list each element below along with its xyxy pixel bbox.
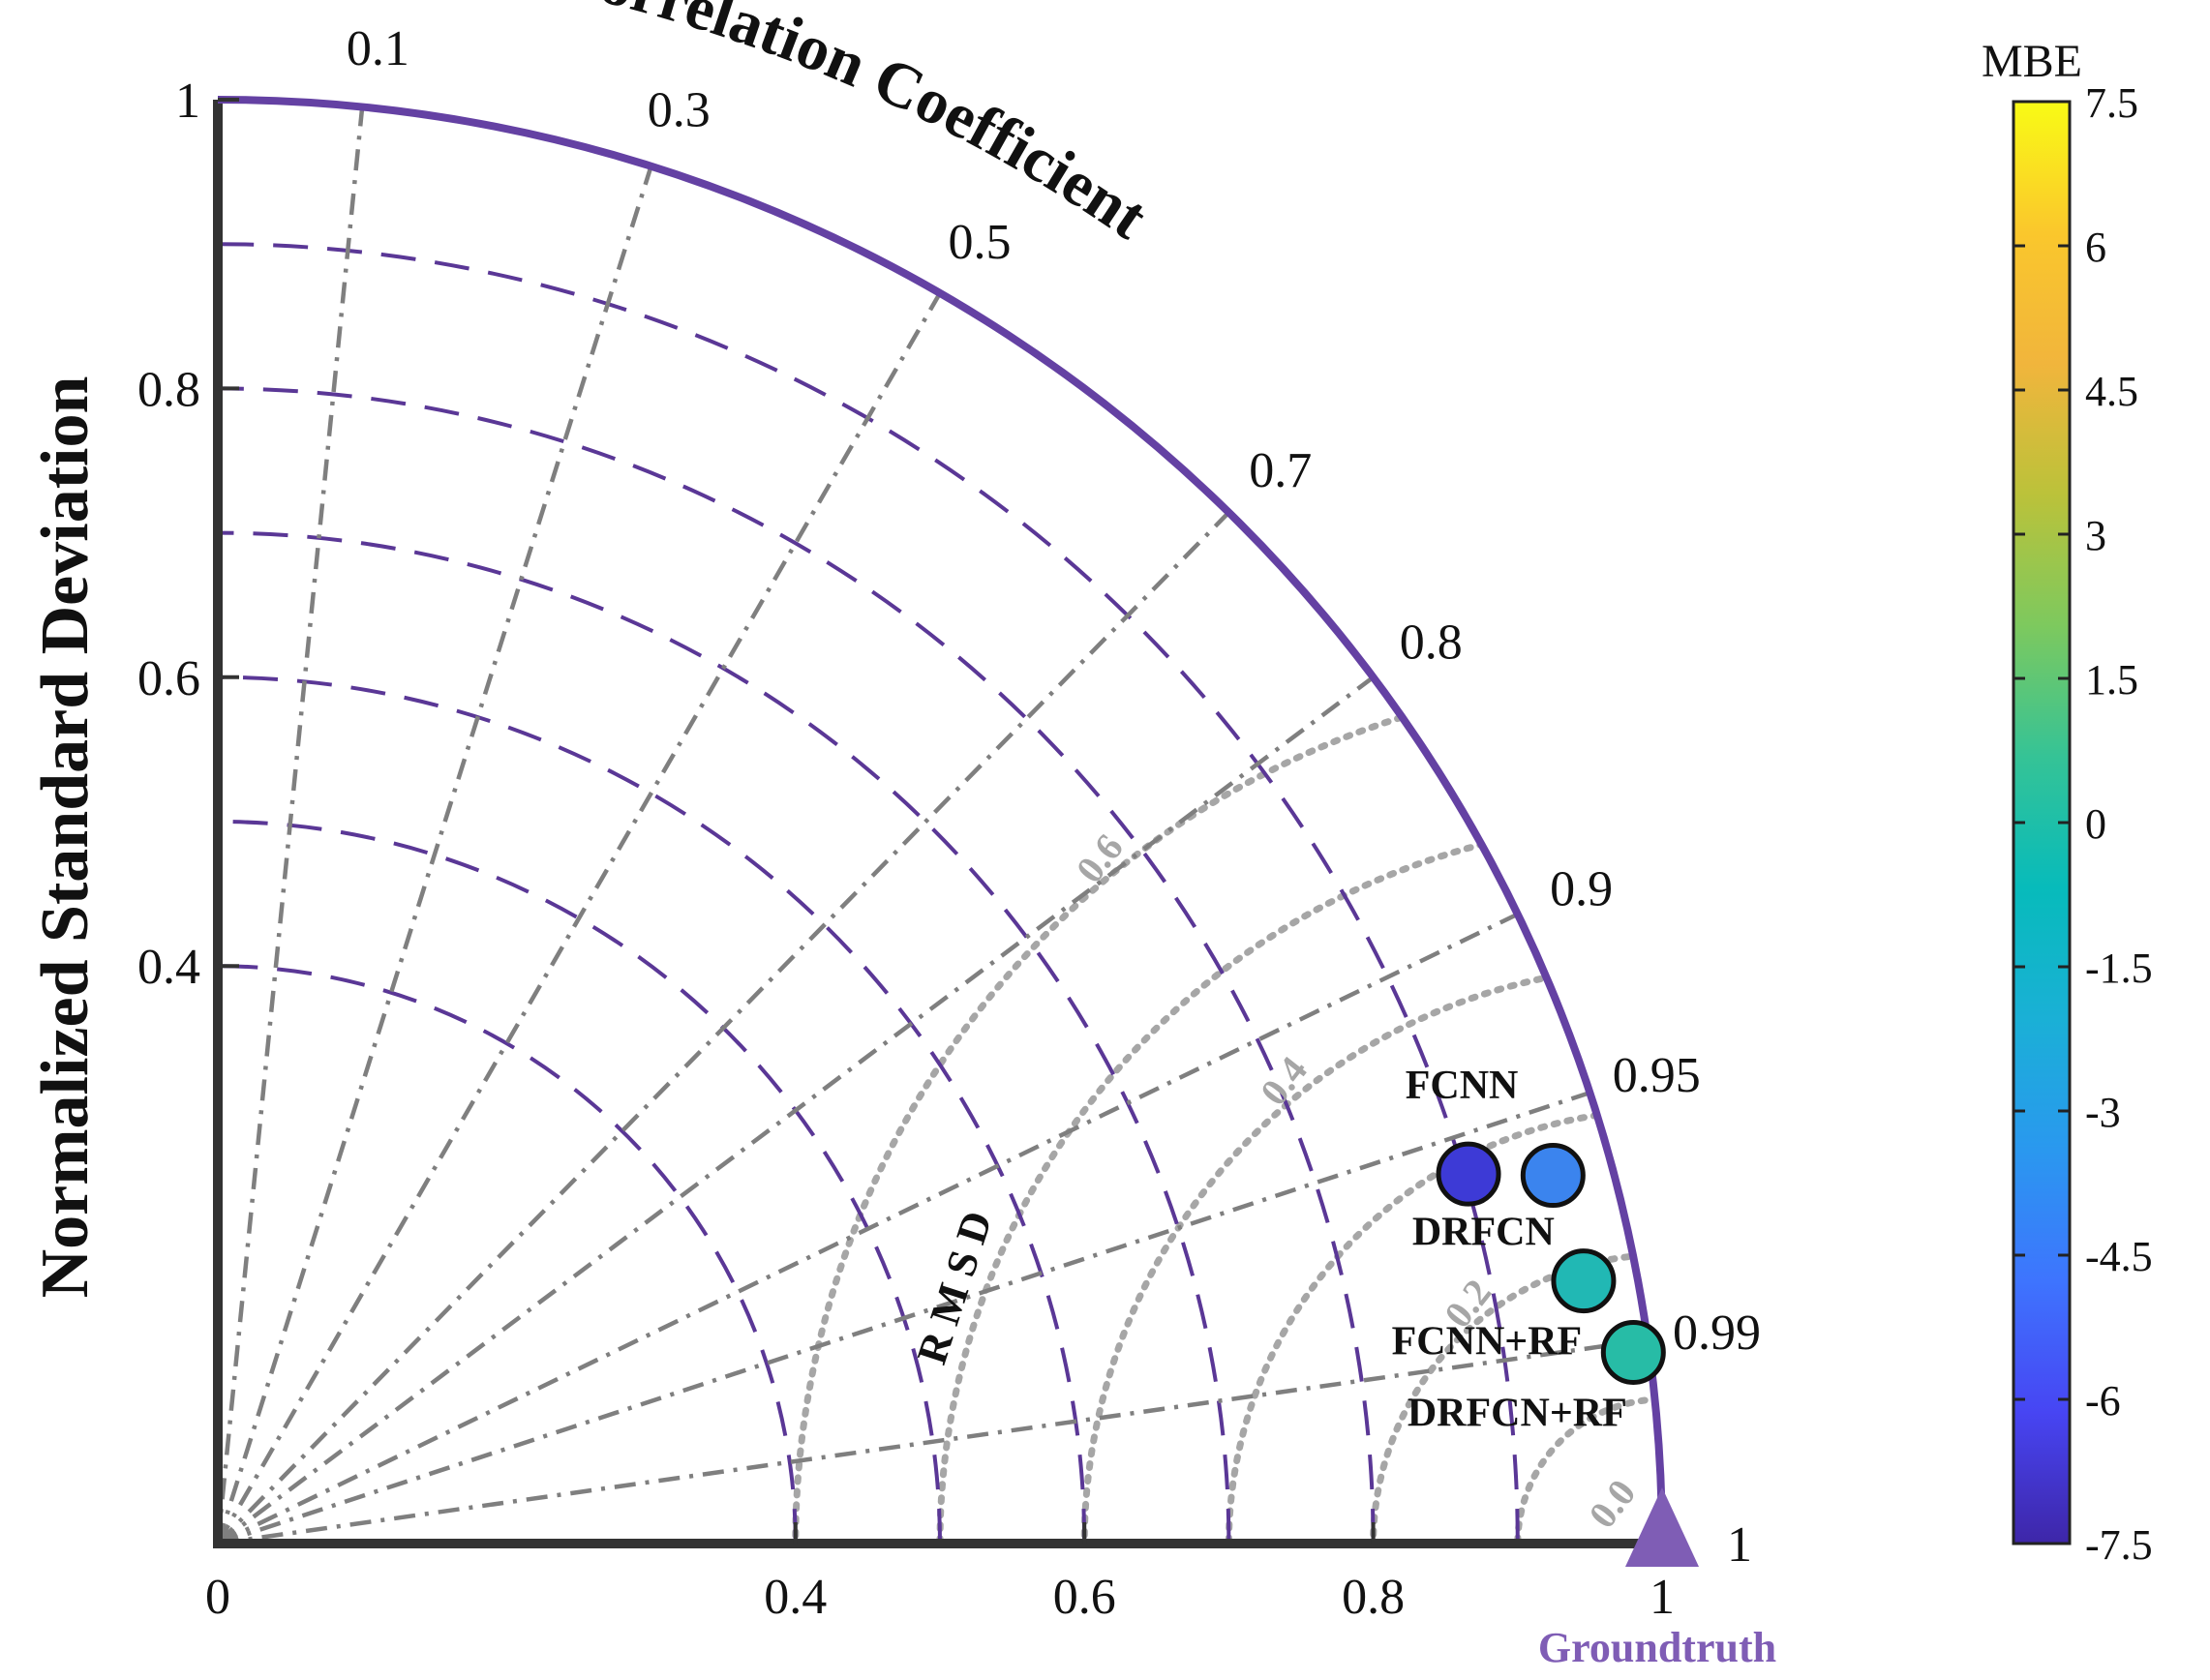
correlation-line	[215, 106, 365, 1545]
colorbar-tick-label: 7.5	[2085, 79, 2138, 127]
y-tick-label: 0.8	[137, 362, 200, 417]
model-point	[1520, 1143, 1586, 1209]
correlation-line	[217, 1090, 1591, 1546]
correlation-line	[217, 1337, 1649, 1546]
std-contour	[217, 820, 942, 1545]
correlation-tick-label: 0.1	[347, 21, 409, 76]
colorbar-tick-label: 1.5	[2085, 656, 2138, 704]
colorbar-tick-label: -6	[2085, 1377, 2121, 1425]
rmsd-tick-label: 0.0	[1580, 1471, 1644, 1536]
correlation-line	[217, 912, 1519, 1546]
correlation-tick-label: 0.7	[1249, 443, 1312, 498]
correlation-tick-label: 0.95	[1613, 1048, 1701, 1103]
model-point-label: DRFCN	[1412, 1211, 1555, 1255]
correlation-line	[215, 165, 653, 1545]
x-tick-label: 0	[205, 1570, 230, 1625]
y-tick-label: 0.4	[137, 940, 200, 995]
correlation-lines	[215, 106, 1649, 1546]
colorbar-tick-label: 3	[2085, 512, 2106, 559]
std-contours	[217, 242, 1520, 1545]
std-contour	[217, 242, 1520, 1545]
correlation-tick-label: 0.8	[1400, 615, 1463, 671]
x-axis-end-label: 1	[1727, 1517, 1752, 1573]
rmsd-contour	[1370, 1251, 1662, 1544]
std-contour	[217, 386, 1376, 1545]
std-contour	[217, 675, 1087, 1545]
model-point-label: FCNN+RF	[1392, 1320, 1583, 1365]
rmsd-contour	[1514, 1395, 1662, 1544]
correlation-tick-label: 0.3	[648, 83, 711, 138]
reference-marker: Groundtruth	[1538, 1487, 1776, 1671]
std-contour	[217, 530, 1231, 1545]
model-point	[1436, 1141, 1501, 1207]
correlation-line	[216, 291, 942, 1545]
std-contour	[217, 964, 798, 1545]
x-tick-label: 0.8	[1342, 1570, 1405, 1625]
model-points: FCNN DRFCN FCNN+RF DRFCN+RF	[1392, 1064, 1666, 1435]
correlation-tick-label: 0.5	[949, 215, 1012, 270]
y-tick-label: 1	[175, 74, 200, 129]
rmsd-contours	[792, 674, 1662, 1544]
rmsd-tick-label: 0.6	[1068, 825, 1132, 890]
model-point	[1551, 1248, 1617, 1314]
correlation-line	[216, 510, 1231, 1545]
x-tick-label: 1	[1650, 1570, 1675, 1625]
x-tick-label: 0.6	[1053, 1570, 1116, 1625]
x-tick-label: 0.4	[764, 1570, 827, 1625]
model-point-label: FCNN	[1406, 1064, 1519, 1108]
model-point	[1600, 1319, 1666, 1385]
colorbar-tick-label: -3	[2085, 1089, 2121, 1136]
correlation-line	[216, 675, 1375, 1545]
colorbar-tick-label: 0	[2085, 800, 2106, 848]
colorbar-tick-label: -4.5	[2085, 1233, 2153, 1280]
model-point-label: DRFCN+RF	[1408, 1391, 1627, 1435]
colorbar-tick-label: 4.5	[2085, 368, 2138, 415]
y-tick-label: 0.6	[137, 651, 200, 706]
correlation-tick-label: 0.99	[1673, 1305, 1761, 1361]
colorbar-tick-label: -1.5	[2085, 945, 2153, 992]
tick-labels: 0 0.4 0.6 0.8 1 0.4 0.6 0.8 1	[137, 74, 1675, 1625]
axes	[213, 96, 1666, 1548]
groundtruth-label: Groundtruth	[1538, 1624, 1776, 1671]
rmsd-contour	[1225, 1106, 1662, 1544]
correlation-arc	[217, 96, 1666, 1545]
colorbar-label: MBE	[1982, 36, 2082, 87]
correlation-tick-labels: 0.1 0.3 0.5 0.7 0.8 0.9 0.95 0.99 1	[347, 21, 1761, 1573]
y-axis-label: Normalized Standard Deviation	[28, 376, 103, 1299]
colorbar-tick-label: -7.5	[2085, 1521, 2153, 1569]
groundtruth-marker	[1625, 1487, 1699, 1567]
colorbar-tick-label: 6	[2085, 224, 2106, 271]
correlation-tick-label: 0.9	[1550, 862, 1613, 917]
correlation-axis-label: Correlation Coefficient	[549, 0, 1160, 253]
rmsd-tick-label: 0.4	[1252, 1048, 1316, 1113]
